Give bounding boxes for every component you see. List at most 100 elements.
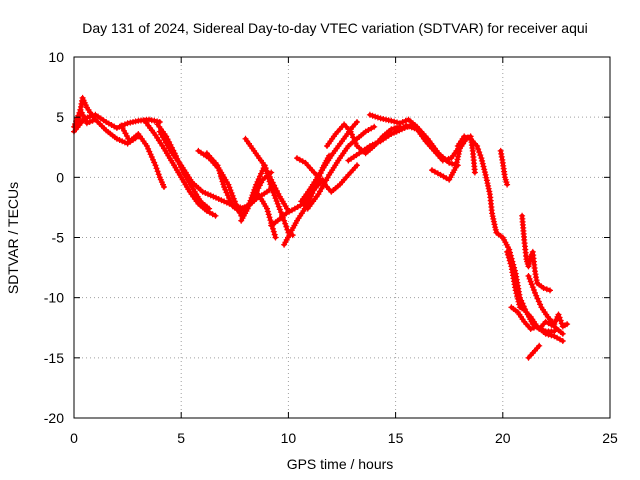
data-point <box>547 287 553 294</box>
data-point <box>265 211 272 218</box>
data-point <box>218 175 225 182</box>
data-point <box>221 198 228 205</box>
data-point <box>218 197 225 204</box>
data-point <box>205 191 211 198</box>
data-point <box>270 189 277 196</box>
data-point <box>277 209 284 216</box>
x-tick-label: 25 <box>602 430 618 446</box>
x-axis-label: GPS time / hours <box>287 456 394 472</box>
data-point <box>564 321 571 328</box>
data-point <box>445 155 452 162</box>
data-point <box>271 192 278 199</box>
data-point <box>253 181 260 188</box>
data-point <box>551 328 558 335</box>
data-point <box>385 117 392 124</box>
data-point <box>150 156 156 163</box>
data-point <box>248 194 255 201</box>
data-point <box>348 131 355 138</box>
y-tick-label: -20 <box>44 410 64 426</box>
data-point <box>281 217 288 224</box>
data-point <box>504 251 511 258</box>
data-point <box>113 125 120 131</box>
data-point <box>282 220 289 227</box>
data-point <box>536 342 543 349</box>
data-point <box>526 260 533 267</box>
data-point <box>471 169 478 176</box>
y-tick-label: 10 <box>48 49 64 65</box>
data-point <box>250 189 257 196</box>
data-point <box>152 162 159 169</box>
data-point <box>244 205 251 212</box>
data-point <box>231 198 238 205</box>
data-point <box>81 115 88 122</box>
data-point <box>153 165 160 172</box>
data-point <box>529 284 536 291</box>
data-point <box>514 295 521 302</box>
y-tick-label: 0 <box>56 169 64 185</box>
x-tick-label: 20 <box>495 430 511 446</box>
data-point <box>504 181 511 188</box>
data-point <box>217 173 224 180</box>
data-point <box>256 173 263 180</box>
data-point <box>526 275 533 282</box>
data-point <box>559 330 566 337</box>
data-point <box>151 159 158 166</box>
data-point <box>258 170 265 177</box>
data-point <box>449 160 456 167</box>
data-point <box>481 166 488 173</box>
series-arc-14 <box>294 155 360 195</box>
data-point <box>525 263 532 270</box>
data-point <box>475 146 482 153</box>
data-point <box>225 181 232 188</box>
data-point <box>255 176 262 183</box>
data-point <box>374 114 381 121</box>
data-point <box>226 184 233 191</box>
data-point <box>143 143 150 149</box>
data-point <box>223 189 230 196</box>
data-point <box>226 195 232 201</box>
data-point <box>220 181 227 188</box>
grid-lines <box>74 57 610 418</box>
data-point <box>479 157 486 164</box>
data-point <box>251 186 258 193</box>
data-point <box>199 188 206 195</box>
data-point <box>347 128 354 135</box>
data-point <box>215 196 222 202</box>
data-point <box>148 154 155 160</box>
y-axis-label: SDTVAR / TECUs <box>5 182 21 294</box>
data-point <box>352 140 359 147</box>
data-point <box>464 134 471 141</box>
data-point <box>556 314 563 321</box>
data-point <box>478 155 485 162</box>
data-point <box>391 118 398 125</box>
data-point <box>492 224 499 231</box>
data-point <box>119 138 126 145</box>
x-tick-label: 15 <box>388 430 404 446</box>
data-point <box>228 200 235 207</box>
data-point <box>513 290 520 297</box>
data-point <box>309 190 316 197</box>
data-point <box>202 190 209 196</box>
data-point <box>366 143 373 149</box>
data-point <box>537 301 544 308</box>
data-point <box>446 159 453 166</box>
series-arc-04 <box>118 122 167 190</box>
data-point <box>217 170 224 177</box>
data-point <box>207 192 214 199</box>
data-point <box>512 287 519 294</box>
data-point <box>84 114 91 121</box>
data-point <box>264 205 270 212</box>
data-point <box>113 135 120 142</box>
data-point <box>90 114 97 121</box>
data-point <box>394 119 400 126</box>
data-point <box>514 293 521 300</box>
data-point <box>274 200 281 207</box>
y-tick-label: -10 <box>44 290 64 306</box>
data-point <box>155 171 162 178</box>
data-point <box>372 113 379 120</box>
data-point <box>146 148 153 155</box>
data-point <box>372 140 379 147</box>
data-point <box>270 228 277 235</box>
y-tick-label: -15 <box>44 350 64 366</box>
